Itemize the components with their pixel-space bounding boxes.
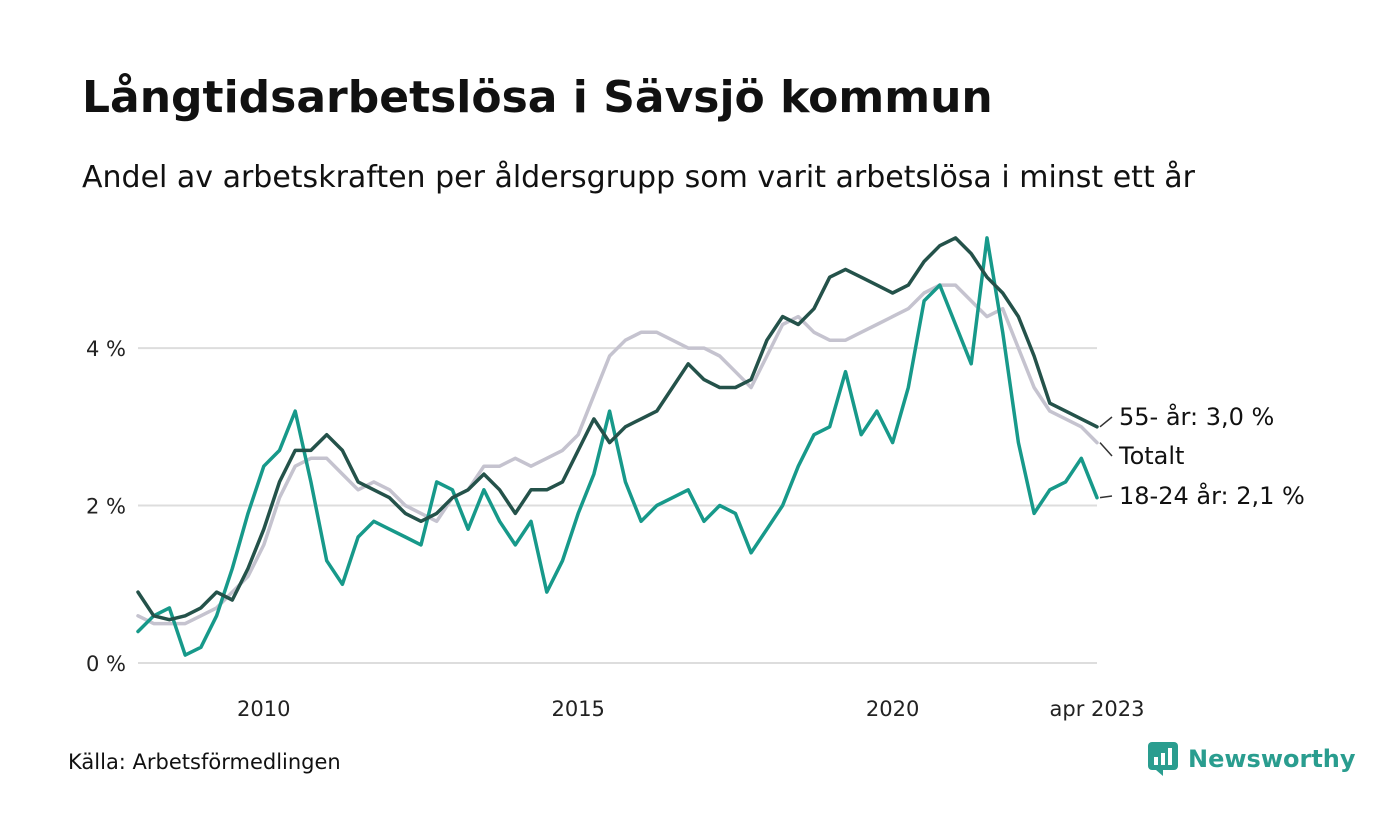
end-label-connector [1099,495,1113,499]
series-lines [136,236,1099,657]
series-line-age18 [136,236,1099,657]
end-label-total: Totalt [1118,442,1184,470]
x-tick-label: apr 2023 [1050,697,1145,721]
chart-title: Långtidsarbetslösa i Sävsjö kommun [82,72,993,123]
y-tick-label: 0 % [86,652,126,676]
grid-lines [138,347,1097,664]
newsworthy-logo-icon [1148,742,1178,776]
end-label-age18: 18-24 år: 2,1 % [1119,481,1305,510]
end-label-connector [1099,416,1113,428]
y-axis-ticks: 0 % 2 % 4 % [86,337,126,676]
y-tick-label: 2 % [86,495,126,519]
end-label-age55: 55- år: 3,0 % [1119,402,1274,431]
brand-name: Newsworthy [1188,745,1356,773]
line-chart: 2010 2015 2020 apr 2023 0 % 2 % 4 % Totalt 18-… [86,236,1305,721]
chart-subtitle: Andel av arbetskraften per åldersgrupp s… [82,160,1195,195]
end-label-connector [1099,442,1113,457]
x-tick-label: 2020 [866,697,919,721]
end-labels: Totalt 18-24 år: 2,1 % 55- år: 3,0 % [1099,402,1305,510]
y-tick-label: 4 % [86,337,126,361]
x-axis-ticks: 2010 2015 2020 apr 2023 [237,697,1144,721]
x-tick-label: 2015 [551,697,604,721]
x-tick-label: 2010 [237,697,290,721]
brand-logo: Newsworthy [1148,742,1356,776]
series-line-age55 [136,236,1099,622]
source-note: Källa: Arbetsförmedlingen [68,750,341,774]
